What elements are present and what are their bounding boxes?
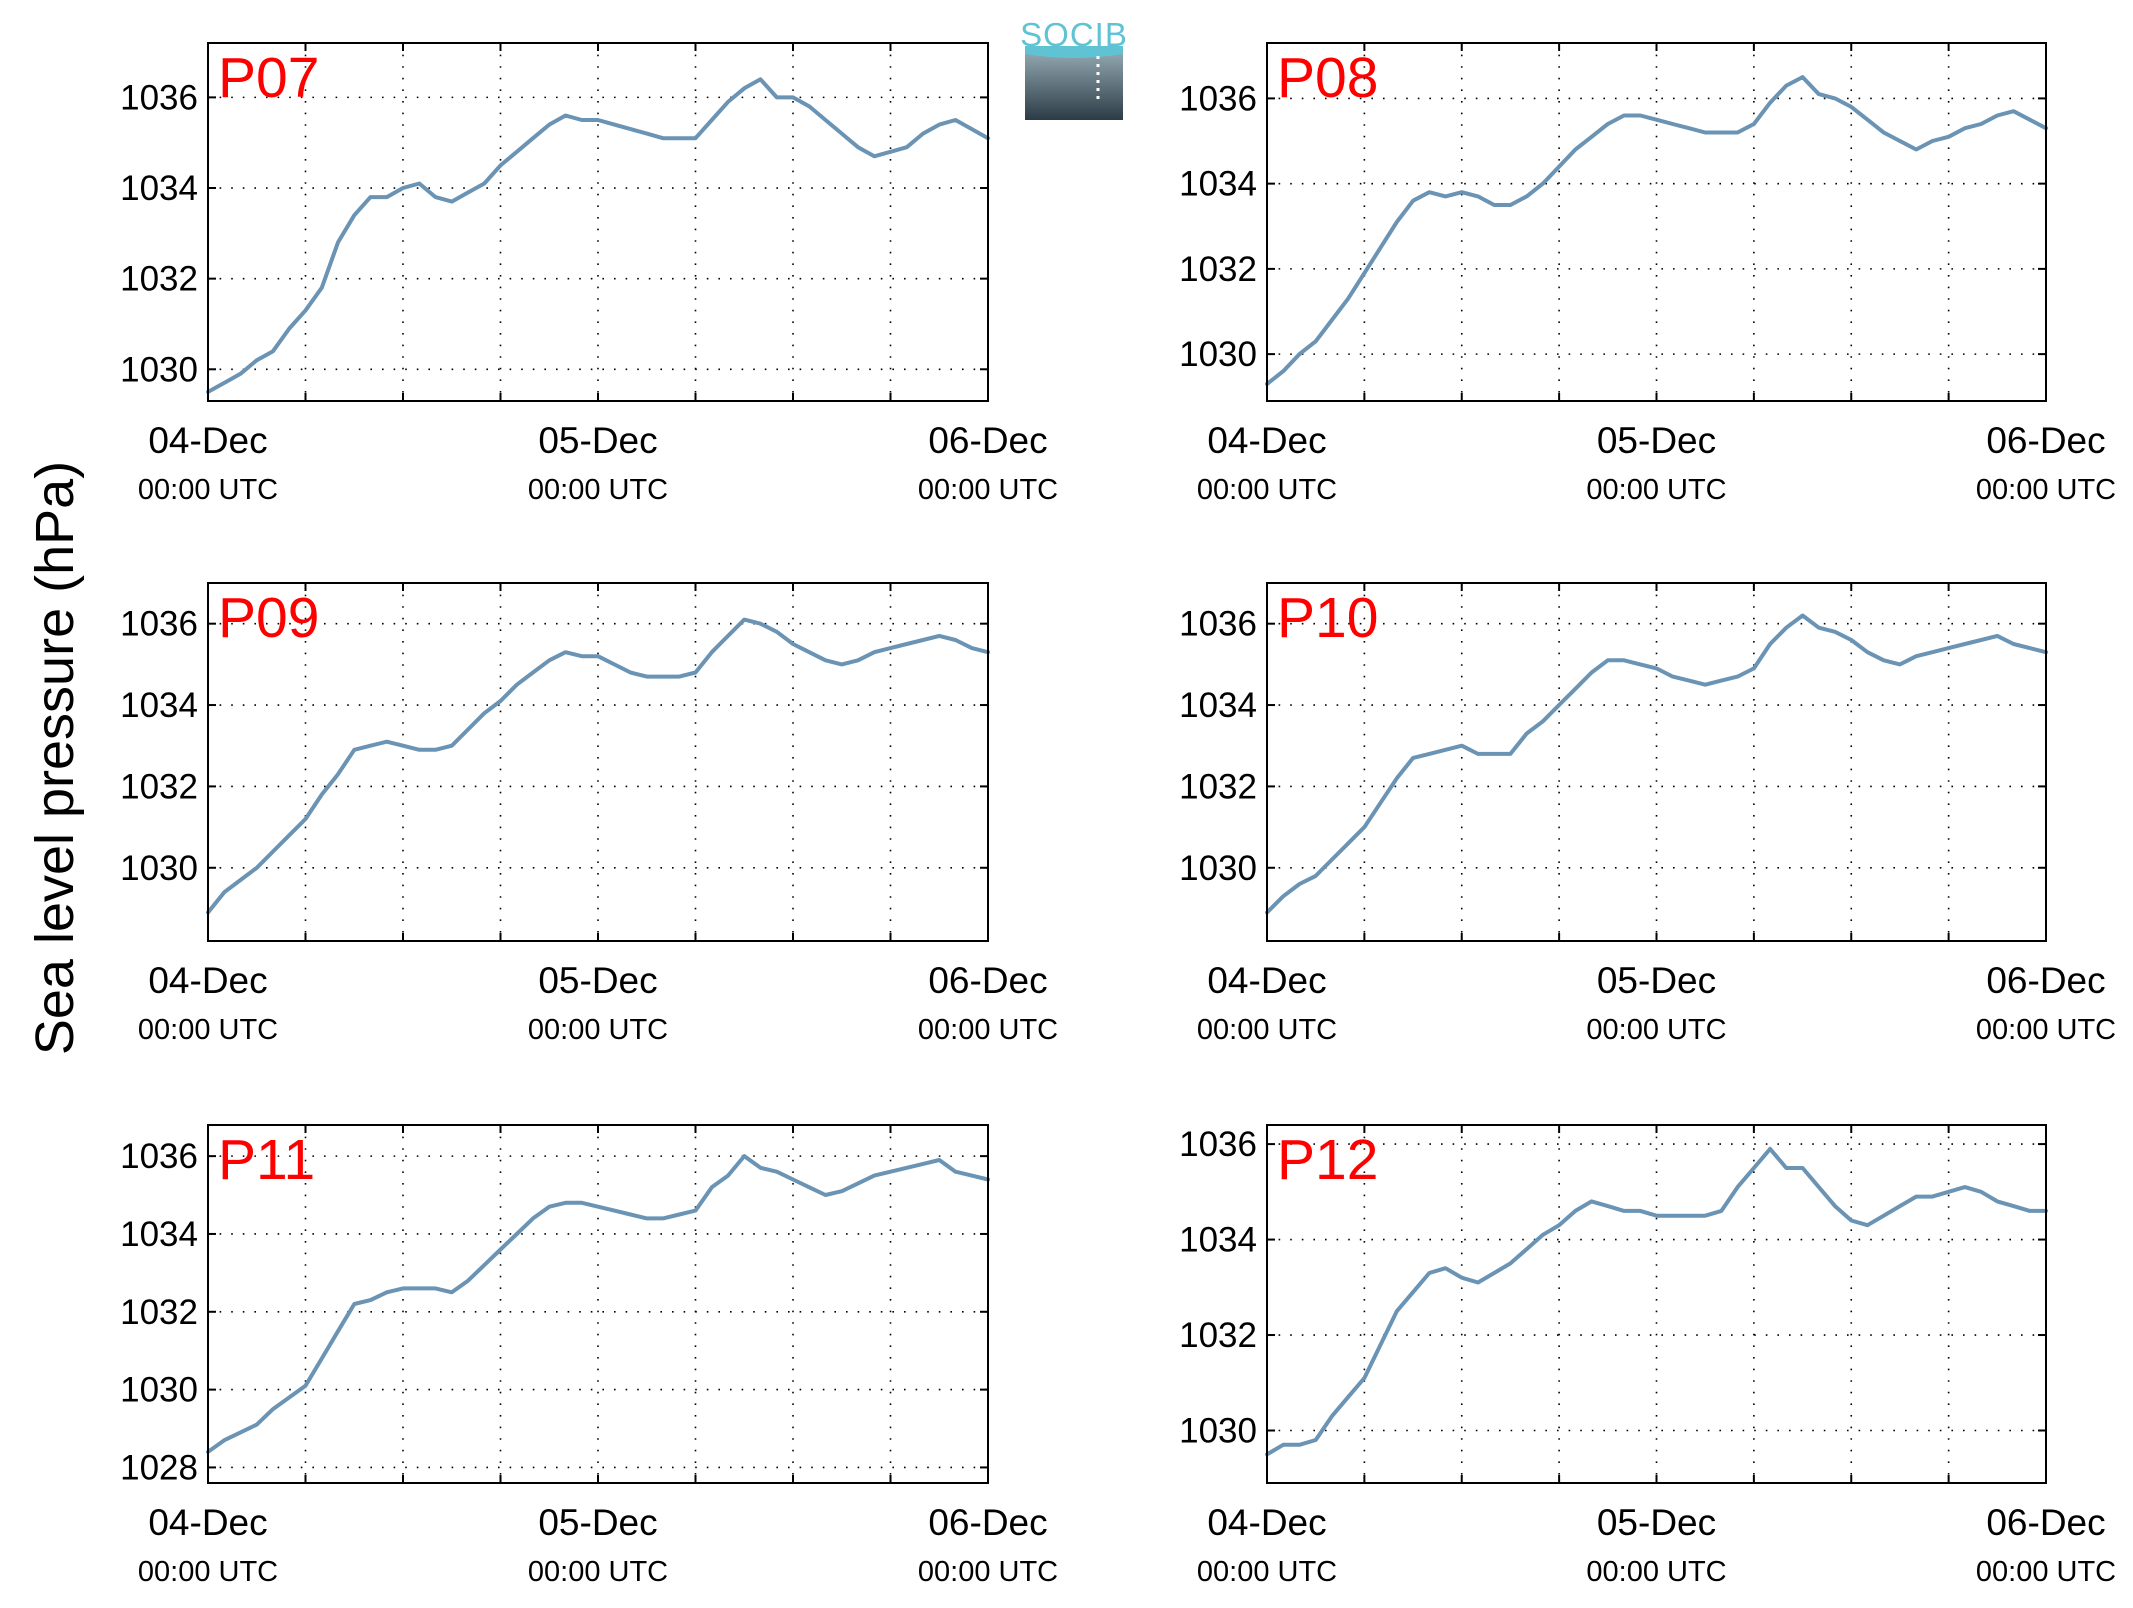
y-tick-label: 1036 — [1179, 1125, 1257, 1164]
y-axis-label: Sea level pressure (hPa) — [25, 461, 85, 1055]
x-tick-date-label: 04-Dec — [1207, 1502, 1326, 1543]
y-tick-label: 1034 — [120, 1215, 198, 1254]
x-tick-time-label: 00:00 UTC — [528, 1014, 668, 1046]
x-tick-time-label: 00:00 UTC — [138, 474, 278, 506]
x-tick-date-label: 06-Dec — [1986, 1502, 2105, 1543]
x-tick-time-label: 00:00 UTC — [138, 1014, 278, 1046]
panel-p12: 1030 1032 1034 1036 04-Dec 00:00 UTC 05-Dec 00:… — [1179, 1124, 2116, 1588]
axes-frame — [207, 582, 989, 942]
x-tick-time-label: 00:00 UTC — [1586, 1014, 1726, 1046]
y-tick-label: 1036 — [1179, 79, 1257, 118]
y-tick-label: 1036 — [1179, 605, 1257, 644]
y-tick-label: 1030 — [1179, 1411, 1257, 1450]
axes-frame — [207, 42, 989, 402]
pressure-series-line — [1265, 75, 2048, 386]
y-tick-label: 1032 — [120, 1293, 198, 1332]
x-tick-date-label: 06-Dec — [1986, 420, 2105, 461]
x-tick-time-label: 00:00 UTC — [528, 474, 668, 506]
y-tick-label: 1036 — [120, 78, 198, 117]
x-tick-date-label: 06-Dec — [1986, 960, 2105, 1001]
x-tick-date-label: 05-Dec — [538, 960, 657, 1001]
station-label: P09 — [218, 586, 319, 650]
x-tick-time-label: 00:00 UTC — [528, 1556, 668, 1588]
y-tick-label: 1032 — [120, 260, 198, 299]
x-tick-date-label: 06-Dec — [928, 1502, 1047, 1543]
panel-p09: 1030 1032 1034 1036 04-Dec 00:00 UTC 05-Dec 00:… — [120, 582, 1058, 1046]
x-tick-time-label: 00:00 UTC — [918, 1014, 1058, 1046]
x-tick-date-label: 04-Dec — [148, 960, 267, 1001]
y-tick-label: 1032 — [1179, 1316, 1257, 1355]
panel-p07: 1030 1032 1034 1036 04-Dec 00:00 UTC 05-Dec 00:… — [120, 42, 1058, 506]
y-tick-label: 1034 — [120, 686, 198, 725]
logo-text: SOCIB — [1020, 16, 1128, 53]
station-label: P08 — [1277, 46, 1378, 110]
x-tick-time-label: 00:00 UTC — [918, 1556, 1058, 1588]
x-tick-date-label: 04-Dec — [1207, 420, 1326, 461]
y-tick-label: 1032 — [120, 767, 198, 806]
x-tick-date-label: 04-Dec — [148, 420, 267, 461]
x-tick-time-label: 00:00 UTC — [1197, 1556, 1337, 1588]
socib-logo: SOCIB — [1020, 16, 1128, 120]
y-tick-label: 1030 — [1179, 849, 1257, 888]
y-tick-label: 1030 — [120, 350, 198, 389]
axes-frame — [1266, 1124, 2047, 1484]
station-label: P10 — [1277, 586, 1378, 650]
x-tick-time-label: 00:00 UTC — [1976, 1014, 2116, 1046]
x-tick-date-label: 04-Dec — [148, 1502, 267, 1543]
y-tick-label: 1036 — [120, 605, 198, 644]
axes-frame — [1266, 582, 2047, 942]
panel-p10: 1030 1032 1034 1036 04-Dec 00:00 UTC 05-Dec 00:… — [1179, 582, 2116, 1046]
x-tick-date-label: 05-Dec — [1597, 1502, 1716, 1543]
x-tick-time-label: 00:00 UTC — [1976, 474, 2116, 506]
y-tick-label: 1028 — [120, 1448, 198, 1487]
x-tick-date-label: 06-Dec — [928, 960, 1047, 1001]
y-tick-label: 1034 — [120, 169, 198, 208]
station-label: P11 — [218, 1128, 315, 1192]
x-tick-date-label: 05-Dec — [1597, 960, 1716, 1001]
x-tick-date-label: 05-Dec — [538, 420, 657, 461]
x-tick-time-label: 00:00 UTC — [1197, 1014, 1337, 1046]
x-tick-time-label: 00:00 UTC — [918, 474, 1058, 506]
x-tick-time-label: 00:00 UTC — [1197, 474, 1337, 506]
pressure-series-line — [206, 77, 990, 394]
station-label: P07 — [218, 46, 319, 110]
y-tick-label: 1034 — [1179, 165, 1257, 204]
pressure-series-line — [206, 1154, 990, 1454]
panel-p11: 1028 1030 1032 1034 1036 04-Dec 00:00 UTC 05-De… — [120, 1124, 1058, 1588]
pressure-series-line — [1265, 613, 2048, 915]
y-tick-label: 1030 — [120, 1371, 198, 1410]
y-tick-label: 1032 — [1179, 767, 1257, 806]
x-tick-time-label: 00:00 UTC — [1586, 474, 1726, 506]
x-tick-time-label: 00:00 UTC — [1586, 1556, 1726, 1588]
axes-frame — [1266, 42, 2047, 402]
x-tick-time-label: 00:00 UTC — [138, 1556, 278, 1588]
pressure-series-line — [1265, 1146, 2048, 1457]
x-tick-time-label: 00:00 UTC — [1976, 1556, 2116, 1588]
x-tick-date-label: 05-Dec — [538, 1502, 657, 1543]
panel-p08: 1030 1032 1034 1036 04-Dec 00:00 UTC 05-Dec 00:… — [1179, 42, 2116, 506]
y-tick-label: 1030 — [1179, 335, 1257, 374]
y-tick-label: 1036 — [120, 1137, 198, 1176]
x-tick-date-label: 05-Dec — [1597, 420, 1716, 461]
x-tick-date-label: 06-Dec — [928, 420, 1047, 461]
x-tick-date-label: 04-Dec — [1207, 960, 1326, 1001]
axes-frame — [207, 1124, 989, 1484]
pressure-series-line — [206, 617, 990, 915]
y-tick-label: 1032 — [1179, 250, 1257, 289]
station-label: P12 — [1277, 1128, 1378, 1192]
y-tick-label: 1030 — [120, 849, 198, 888]
y-tick-label: 1034 — [1179, 686, 1257, 725]
y-tick-label: 1034 — [1179, 1221, 1257, 1260]
